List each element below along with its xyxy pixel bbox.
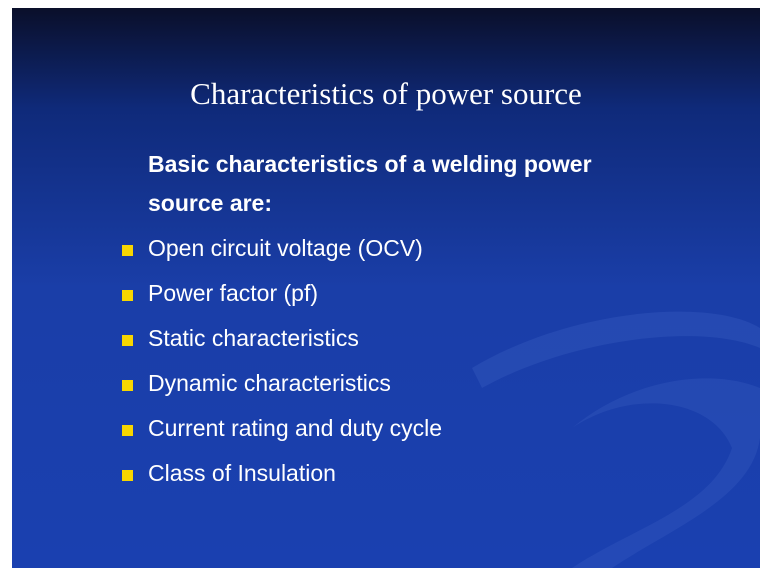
bullet-text: Open circuit voltage (OCV) — [148, 235, 423, 261]
background-swirl — [472, 311, 760, 568]
bullet-text: Class of Insulation — [148, 460, 336, 486]
bullet-marker — [122, 290, 133, 301]
bullet-text: Current rating and duty cycle — [148, 415, 443, 441]
bullet-marker — [122, 470, 133, 481]
bullet-marker — [122, 380, 133, 391]
slide-title: Characteristics of power source — [190, 76, 582, 111]
intro-line: Basic characteristics of a welding power — [148, 151, 592, 177]
bullet-marker — [122, 335, 133, 346]
bullet-text: Power factor (pf) — [148, 280, 318, 306]
intro-line: source are: — [148, 190, 273, 216]
slide: Characteristics of power source Basic ch… — [12, 8, 760, 568]
bullet-text: Static characteristics — [148, 325, 359, 351]
bullet-text: Dynamic characteristics — [148, 370, 391, 396]
bullet-marker — [122, 425, 133, 436]
bullet-marker — [122, 245, 133, 256]
